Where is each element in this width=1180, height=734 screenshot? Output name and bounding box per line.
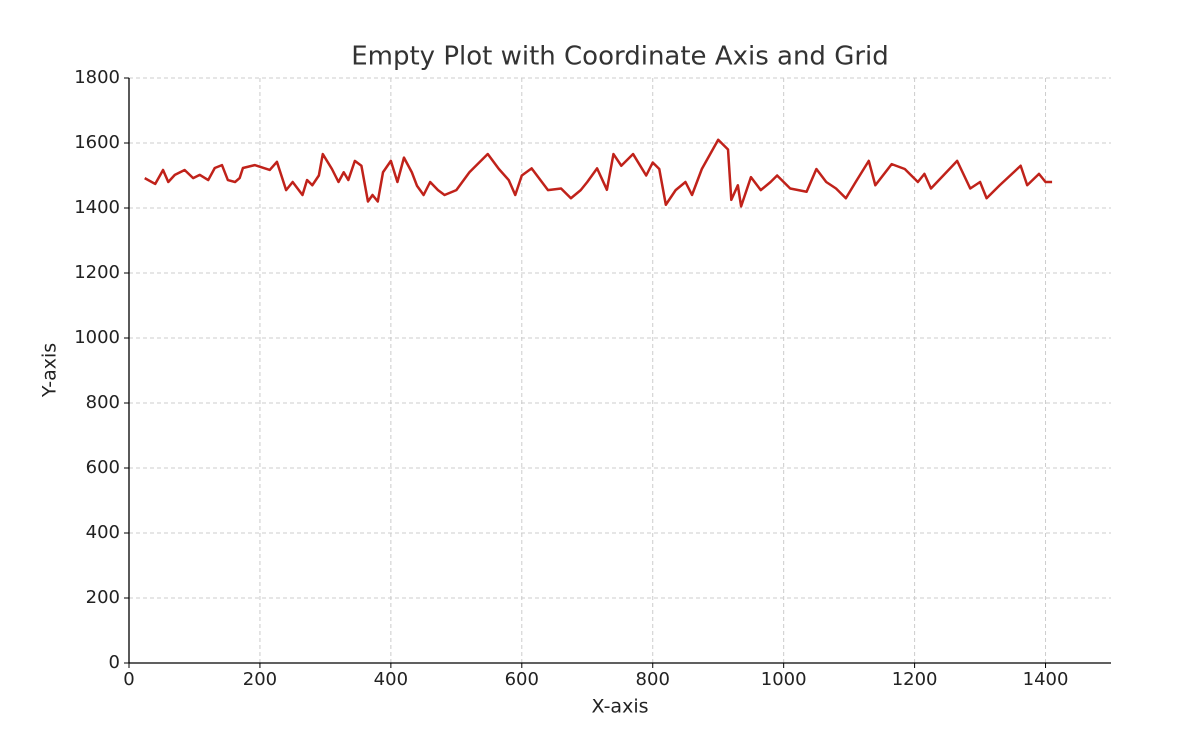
y-tick-label: 600 [86, 457, 120, 478]
y-tick-label: 1200 [74, 262, 120, 283]
x-tick-label: 1200 [892, 669, 938, 690]
y-tick-label: 200 [86, 587, 120, 608]
y-tick-label: 1600 [74, 132, 120, 153]
y-tick-label: 800 [86, 392, 120, 413]
y-tick-label: 400 [86, 522, 120, 543]
x-tick-label: 200 [243, 669, 277, 690]
x-tick-label: 0 [123, 669, 134, 690]
chart-title: Empty Plot with Coordinate Axis and Grid [351, 42, 889, 72]
data-line [144, 138, 1053, 208]
x-tick-label: 600 [505, 669, 539, 690]
y-tick-label: 1800 [74, 67, 120, 88]
y-tick-label: 1000 [74, 327, 120, 348]
y-axis-label: Y-axis [39, 343, 61, 398]
x-tick-label: 400 [374, 669, 408, 690]
x-axis-label: X-axis [592, 696, 649, 718]
x-tick-label: 1400 [1023, 669, 1069, 690]
y-tick-label: 0 [109, 652, 120, 673]
x-tick-label: 1000 [761, 669, 807, 690]
x-tick-label: 800 [636, 669, 670, 690]
y-tick-label: 1400 [74, 197, 120, 218]
